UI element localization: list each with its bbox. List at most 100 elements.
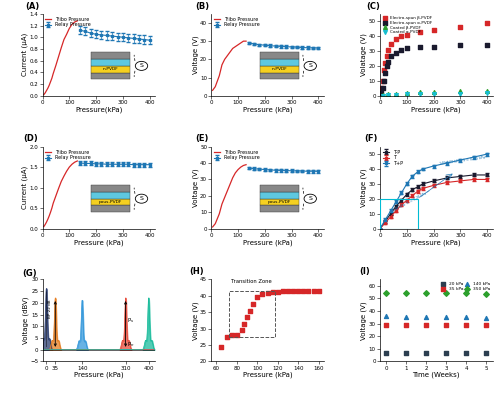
Point bbox=[249, 301, 257, 307]
Legend: Tribo Pressure, Relay Pressure: Tribo Pressure, Relay Pressure bbox=[214, 16, 260, 28]
Tribo Pressure bbox=[218, 207, 224, 211]
Tribo Pressure bbox=[48, 210, 54, 214]
Y-axis label: Volatage (V): Volatage (V) bbox=[361, 34, 368, 76]
Electro-spun α-PVDF bbox=[456, 42, 464, 48]
Tribo Pressure bbox=[64, 169, 70, 173]
Tribo Pressure bbox=[243, 162, 249, 167]
Tribo Pressure bbox=[238, 41, 244, 45]
Tribo Pressure bbox=[61, 174, 67, 179]
Tribo Pressure bbox=[230, 175, 235, 180]
Tribo Pressure bbox=[216, 211, 222, 216]
Coated β-PVDF bbox=[384, 91, 392, 98]
Text: (C): (C) bbox=[366, 2, 380, 11]
Legend: Tribo Pressure, Relay Pressure: Tribo Pressure, Relay Pressure bbox=[45, 149, 92, 161]
Text: 0-140kPa: S = 0.28 kPa$^{-1}$: 0-140kPa: S = 0.28 kPa$^{-1}$ bbox=[388, 187, 432, 216]
Text: 140-400 kPa: S = 0.05 kPa$^{-1}$: 140-400 kPa: S = 0.05 kPa$^{-1}$ bbox=[438, 153, 490, 168]
X-axis label: Pressure (kPa): Pressure (kPa) bbox=[412, 239, 461, 246]
140 kPa bbox=[422, 314, 430, 320]
Tribo Pressure bbox=[42, 222, 48, 227]
X-axis label: Pressure (kPa): Pressure (kPa) bbox=[412, 106, 461, 113]
Text: S: S bbox=[140, 63, 143, 68]
Point bbox=[310, 288, 318, 294]
Text: (I): (I) bbox=[360, 267, 370, 276]
Coated β-PVDF bbox=[483, 87, 491, 94]
Y-axis label: Current (μA): Current (μA) bbox=[22, 33, 28, 77]
Tribo Pressure bbox=[50, 201, 56, 205]
20 kPa bbox=[462, 350, 470, 356]
Y-axis label: Voltage (V): Voltage (V) bbox=[361, 168, 368, 207]
Tribo Pressure bbox=[49, 206, 55, 211]
Tribo Pressure bbox=[66, 26, 72, 31]
Text: (B): (B) bbox=[196, 2, 209, 11]
140 kPa bbox=[462, 314, 470, 320]
Legend: Electro-spun β-PVDF, Electro-spun α-PVDF, Coated β-PVDF, Coated α-PVDF: Electro-spun β-PVDF, Electro-spun α-PVDF… bbox=[382, 16, 432, 35]
Y-axis label: Voltage (V): Voltage (V) bbox=[361, 301, 368, 340]
Tribo Pressure bbox=[74, 19, 80, 23]
Line: Tribo Pressure: Tribo Pressure bbox=[212, 41, 246, 90]
Tribo Pressure bbox=[240, 163, 246, 168]
Coated α-PVDF bbox=[456, 90, 464, 97]
X-axis label: Pressure (kPa): Pressure (kPa) bbox=[74, 239, 124, 246]
Tribo Pressure bbox=[53, 194, 59, 198]
Legend: T-P, T, T+P: T-P, T, T+P bbox=[382, 149, 403, 167]
Point bbox=[228, 332, 235, 339]
X-axis label: Pressure (kPa): Pressure (kPa) bbox=[242, 239, 292, 246]
FancyBboxPatch shape bbox=[91, 66, 130, 73]
Electro-spun β-PVDF bbox=[456, 24, 464, 30]
Coated β-PVDF bbox=[430, 89, 438, 95]
Point bbox=[246, 307, 254, 314]
Point bbox=[300, 288, 308, 294]
Tribo Pressure bbox=[69, 162, 75, 167]
Electro-spun α-PVDF bbox=[378, 85, 386, 92]
Tribo Pressure bbox=[222, 57, 228, 62]
FancyBboxPatch shape bbox=[91, 73, 130, 79]
FancyBboxPatch shape bbox=[260, 73, 299, 79]
Electro-spun β-PVDF bbox=[398, 33, 406, 40]
Electro-spun α-PVDF bbox=[392, 49, 400, 56]
Text: Transition Zone: Transition Zone bbox=[231, 279, 272, 284]
Text: (A): (A) bbox=[26, 2, 40, 11]
Text: (D): (D) bbox=[24, 134, 38, 143]
FancyBboxPatch shape bbox=[260, 66, 299, 73]
Electro-spun α-PVDF bbox=[398, 47, 406, 53]
Tribo Pressure bbox=[219, 62, 225, 67]
X-axis label: Time (Weeks): Time (Weeks) bbox=[412, 372, 460, 378]
Tribo Pressure bbox=[53, 63, 59, 68]
Tribo Pressure bbox=[212, 221, 218, 226]
Coated β-PVDF bbox=[392, 90, 400, 97]
Tribo Pressure bbox=[230, 46, 235, 51]
Tribo Pressure bbox=[46, 83, 52, 88]
35 kPa bbox=[462, 322, 470, 328]
FancyBboxPatch shape bbox=[91, 59, 130, 66]
Legend: 20 kPa, 35 kPa, 140 kPa, 350 kPa: 20 kPa, 35 kPa, 140 kPa, 350 kPa bbox=[441, 282, 490, 292]
Tribo Pressure bbox=[227, 182, 233, 187]
Point bbox=[238, 327, 246, 333]
FancyBboxPatch shape bbox=[260, 53, 299, 59]
Legend: Tribo Pressure, Relay Pressure: Tribo Pressure, Relay Pressure bbox=[214, 149, 260, 161]
Coated β-PVDF bbox=[378, 92, 386, 98]
Tribo Pressure bbox=[215, 77, 221, 82]
Tribo Pressure bbox=[69, 22, 75, 27]
Electro-spun β-PVDF bbox=[378, 78, 386, 84]
Tribo Pressure bbox=[44, 220, 50, 224]
Y-axis label: Voltage (V): Voltage (V) bbox=[192, 168, 198, 207]
Tribo Pressure bbox=[42, 90, 48, 95]
Electro-spun α-PVDF bbox=[382, 70, 390, 77]
Tribo Pressure bbox=[64, 32, 70, 37]
20 kPa bbox=[422, 350, 430, 356]
FancyBboxPatch shape bbox=[260, 205, 299, 212]
Tribo Pressure bbox=[222, 195, 228, 200]
FancyBboxPatch shape bbox=[91, 199, 130, 205]
Text: S: S bbox=[308, 196, 312, 201]
Line: Tribo Pressure: Tribo Pressure bbox=[212, 165, 246, 227]
Circle shape bbox=[136, 194, 147, 203]
Point bbox=[254, 294, 262, 301]
20 kPa bbox=[482, 350, 490, 356]
Point bbox=[222, 334, 230, 340]
Coated α-PVDF bbox=[483, 90, 491, 96]
Tribo Pressure bbox=[48, 79, 54, 84]
Y-axis label: Voltage (V): Voltage (V) bbox=[192, 36, 198, 74]
Tribo Pressure bbox=[211, 86, 217, 91]
Coated α-PVDF bbox=[403, 91, 411, 98]
Text: (E): (E) bbox=[196, 134, 209, 143]
